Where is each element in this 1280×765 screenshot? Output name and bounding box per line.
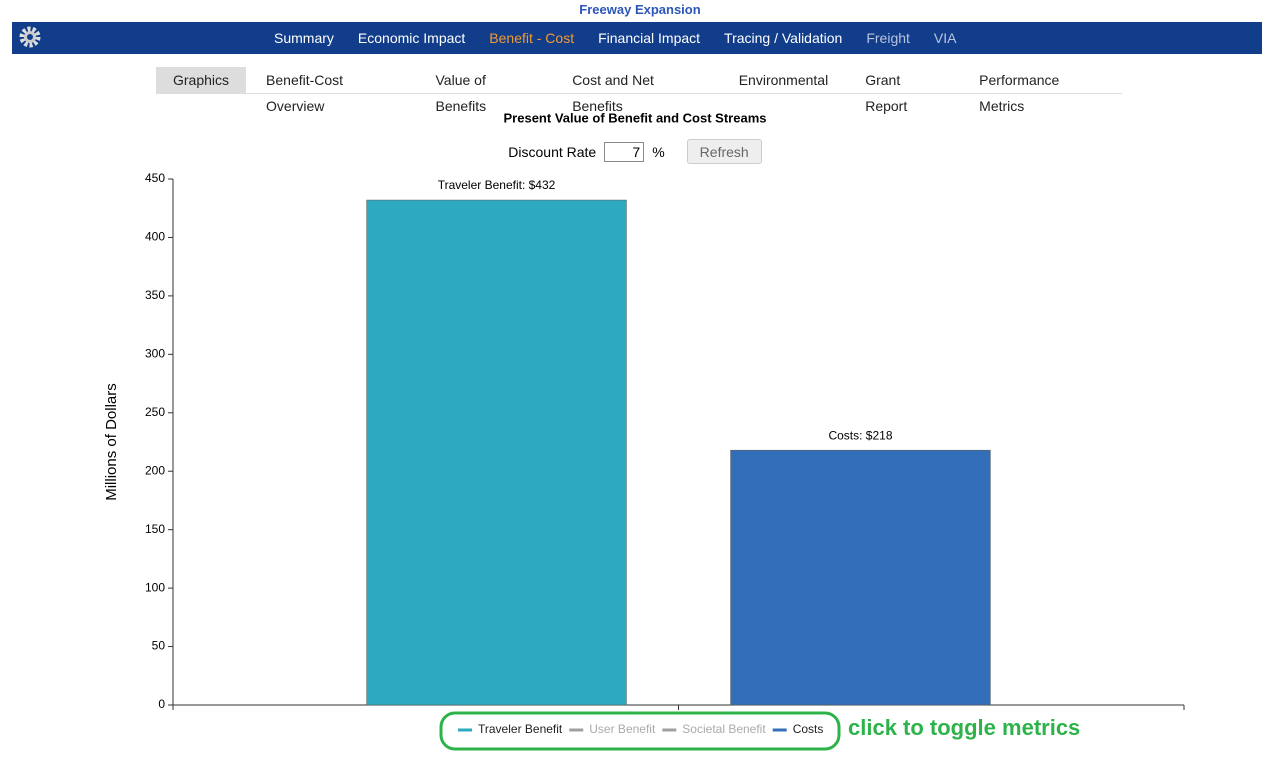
tab[interactable]: Performance Metrics [979, 72, 1060, 114]
y-tick-label: 100 [145, 580, 165, 594]
legend-item[interactable]: User Benefit [589, 722, 656, 736]
tab[interactable]: Value of Benefits [435, 72, 487, 114]
nav-item[interactable]: Freight [866, 30, 910, 46]
tab[interactable]: Benefit-Cost Overview [266, 72, 344, 114]
y-tick-label: 50 [152, 639, 166, 653]
y-tick-label: 0 [158, 697, 165, 711]
tab[interactable]: Graphics [156, 67, 247, 93]
discount-label: Discount Rate [508, 143, 597, 160]
nav-item[interactable]: Financial Impact [598, 30, 701, 46]
nav-bar: Summary Economic Impact Benefit - Cost Fina… [12, 22, 1262, 54]
y-tick-label: 300 [145, 347, 165, 361]
nav-item[interactable]: VIA [933, 30, 957, 46]
discount-input[interactable] [604, 141, 645, 162]
settings-icon[interactable] [18, 22, 58, 54]
data-label: Costs: $218 [828, 428, 892, 442]
nav-item[interactable]: Summary [274, 30, 334, 46]
y-tick-label: 150 [145, 522, 165, 536]
y-tick-label: 400 [145, 230, 165, 244]
discount-unit: % [652, 143, 665, 160]
tab[interactable]: Environmental [738, 72, 829, 88]
y-tick-label: 450 [145, 171, 165, 185]
legend-item[interactable]: Costs [793, 722, 824, 736]
y-tick-label: 350 [145, 288, 165, 302]
bar[interactable] [366, 199, 627, 706]
chart-title: Present Value of Benefit and Cost Stream… [504, 110, 767, 125]
tab[interactable]: Grant Report [865, 72, 908, 114]
nav-items: Summary Economic Impact Benefit - Cost Fina… [274, 22, 957, 54]
annotation: click to toggle metrics [848, 715, 1080, 740]
nav-item[interactable]: Tracing / Validation [724, 30, 843, 46]
legend-item[interactable]: Traveler Benefit [478, 722, 563, 736]
legend-item[interactable]: Societal Benefit [682, 722, 766, 736]
nav-item[interactable]: Economic Impact [357, 30, 466, 46]
nav-item[interactable]: Benefit - Cost [489, 30, 575, 46]
y-tick-label: 250 [145, 405, 165, 419]
annotation-outline [439, 711, 841, 751]
y-tick-label: 200 [145, 463, 165, 477]
app-title: Freeway Expansion [579, 2, 701, 17]
bar[interactable] [730, 449, 991, 706]
tabs: Graphics Benefit-Cost Overview Value of Be… [156, 67, 1122, 114]
tab[interactable]: Cost and Net Benefits [572, 72, 654, 114]
y-axis-label: Millions of Dollars [103, 383, 120, 501]
refresh-button[interactable]: Refresh [686, 139, 762, 164]
controls: Discount Rate % Refresh [0, 139, 1270, 164]
data-label: Traveler Benefit: $432 [438, 178, 556, 192]
